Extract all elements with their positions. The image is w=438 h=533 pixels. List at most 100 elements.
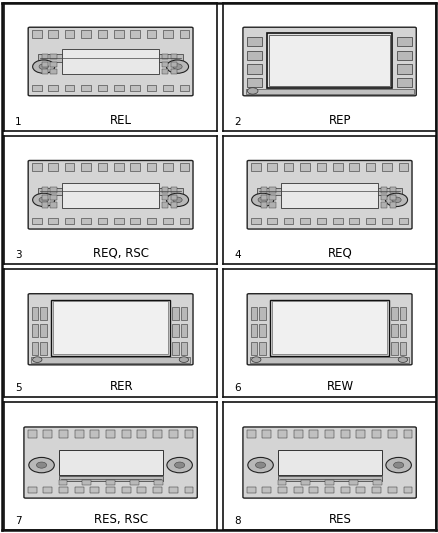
Bar (403, 430, 413, 438)
Bar (247, 487, 256, 494)
Bar (396, 51, 412, 60)
Bar (357, 430, 365, 438)
Bar (247, 430, 256, 438)
Bar (106, 480, 115, 485)
Bar (317, 218, 326, 224)
Text: 5: 5 (15, 383, 21, 393)
Bar (169, 487, 178, 494)
Bar (399, 164, 408, 171)
Bar (65, 218, 74, 224)
Bar (251, 342, 258, 355)
Bar (267, 34, 392, 88)
Bar (259, 342, 266, 355)
FancyBboxPatch shape (28, 160, 193, 229)
Bar (396, 37, 412, 46)
Bar (154, 480, 162, 485)
Bar (39, 188, 183, 195)
Bar (389, 195, 396, 200)
Bar (170, 61, 177, 67)
Bar (43, 430, 53, 438)
Bar (32, 218, 42, 224)
Bar (246, 89, 413, 94)
Text: REW: REW (327, 380, 354, 393)
Bar (399, 218, 408, 224)
Bar (114, 85, 124, 91)
Bar (131, 30, 140, 38)
Bar (270, 300, 389, 356)
Text: REP: REP (329, 114, 351, 127)
Bar (294, 430, 303, 438)
Bar (258, 188, 402, 195)
Circle shape (166, 60, 188, 73)
Circle shape (393, 462, 404, 468)
Bar (147, 164, 156, 171)
Circle shape (33, 357, 42, 362)
Bar (366, 218, 375, 224)
Bar (250, 357, 409, 363)
Circle shape (173, 197, 182, 203)
Bar (40, 325, 47, 337)
Bar (172, 342, 179, 355)
Bar (147, 85, 156, 91)
Text: 6: 6 (234, 383, 240, 393)
Text: 2: 2 (234, 117, 240, 127)
Bar (59, 476, 162, 481)
FancyBboxPatch shape (24, 427, 197, 498)
Bar (341, 487, 350, 494)
Bar (42, 61, 48, 67)
Bar (59, 487, 68, 494)
Bar (81, 218, 91, 224)
Bar (251, 164, 261, 171)
Bar (42, 69, 48, 74)
Bar (388, 430, 397, 438)
Bar (278, 450, 381, 475)
Bar (251, 307, 258, 320)
Bar (51, 300, 170, 356)
Bar (49, 30, 58, 38)
Circle shape (36, 462, 47, 468)
Bar (114, 218, 124, 224)
Bar (32, 30, 42, 38)
Bar (31, 357, 190, 363)
Bar (259, 325, 266, 337)
Bar (138, 487, 146, 494)
Bar (53, 301, 168, 354)
Bar (49, 164, 58, 171)
Bar (28, 487, 37, 494)
Bar (381, 187, 387, 193)
Bar (269, 202, 276, 207)
Bar (341, 430, 350, 438)
Circle shape (252, 193, 274, 206)
Text: 1: 1 (15, 117, 21, 127)
Bar (50, 187, 57, 193)
Bar (382, 218, 392, 224)
Circle shape (174, 462, 185, 468)
Bar (81, 85, 91, 91)
Text: 3: 3 (15, 250, 21, 260)
Bar (180, 218, 189, 224)
Circle shape (386, 457, 411, 473)
Bar (300, 218, 310, 224)
Bar (391, 325, 398, 337)
Bar (42, 195, 48, 200)
FancyBboxPatch shape (28, 27, 193, 96)
Bar (162, 187, 168, 193)
Bar (163, 30, 173, 38)
Bar (247, 78, 262, 87)
Circle shape (385, 193, 407, 206)
Bar (28, 430, 37, 438)
Text: RES, RSC: RES, RSC (94, 513, 148, 527)
Bar (268, 218, 277, 224)
Circle shape (258, 197, 267, 203)
Bar (32, 325, 39, 337)
Bar (163, 164, 173, 171)
Bar (50, 202, 57, 207)
Bar (65, 85, 74, 91)
Text: RES: RES (329, 513, 352, 527)
Bar (163, 218, 173, 224)
Circle shape (173, 64, 182, 69)
Bar (138, 430, 146, 438)
Bar (278, 476, 381, 481)
Bar (389, 202, 396, 207)
Bar (170, 54, 177, 60)
